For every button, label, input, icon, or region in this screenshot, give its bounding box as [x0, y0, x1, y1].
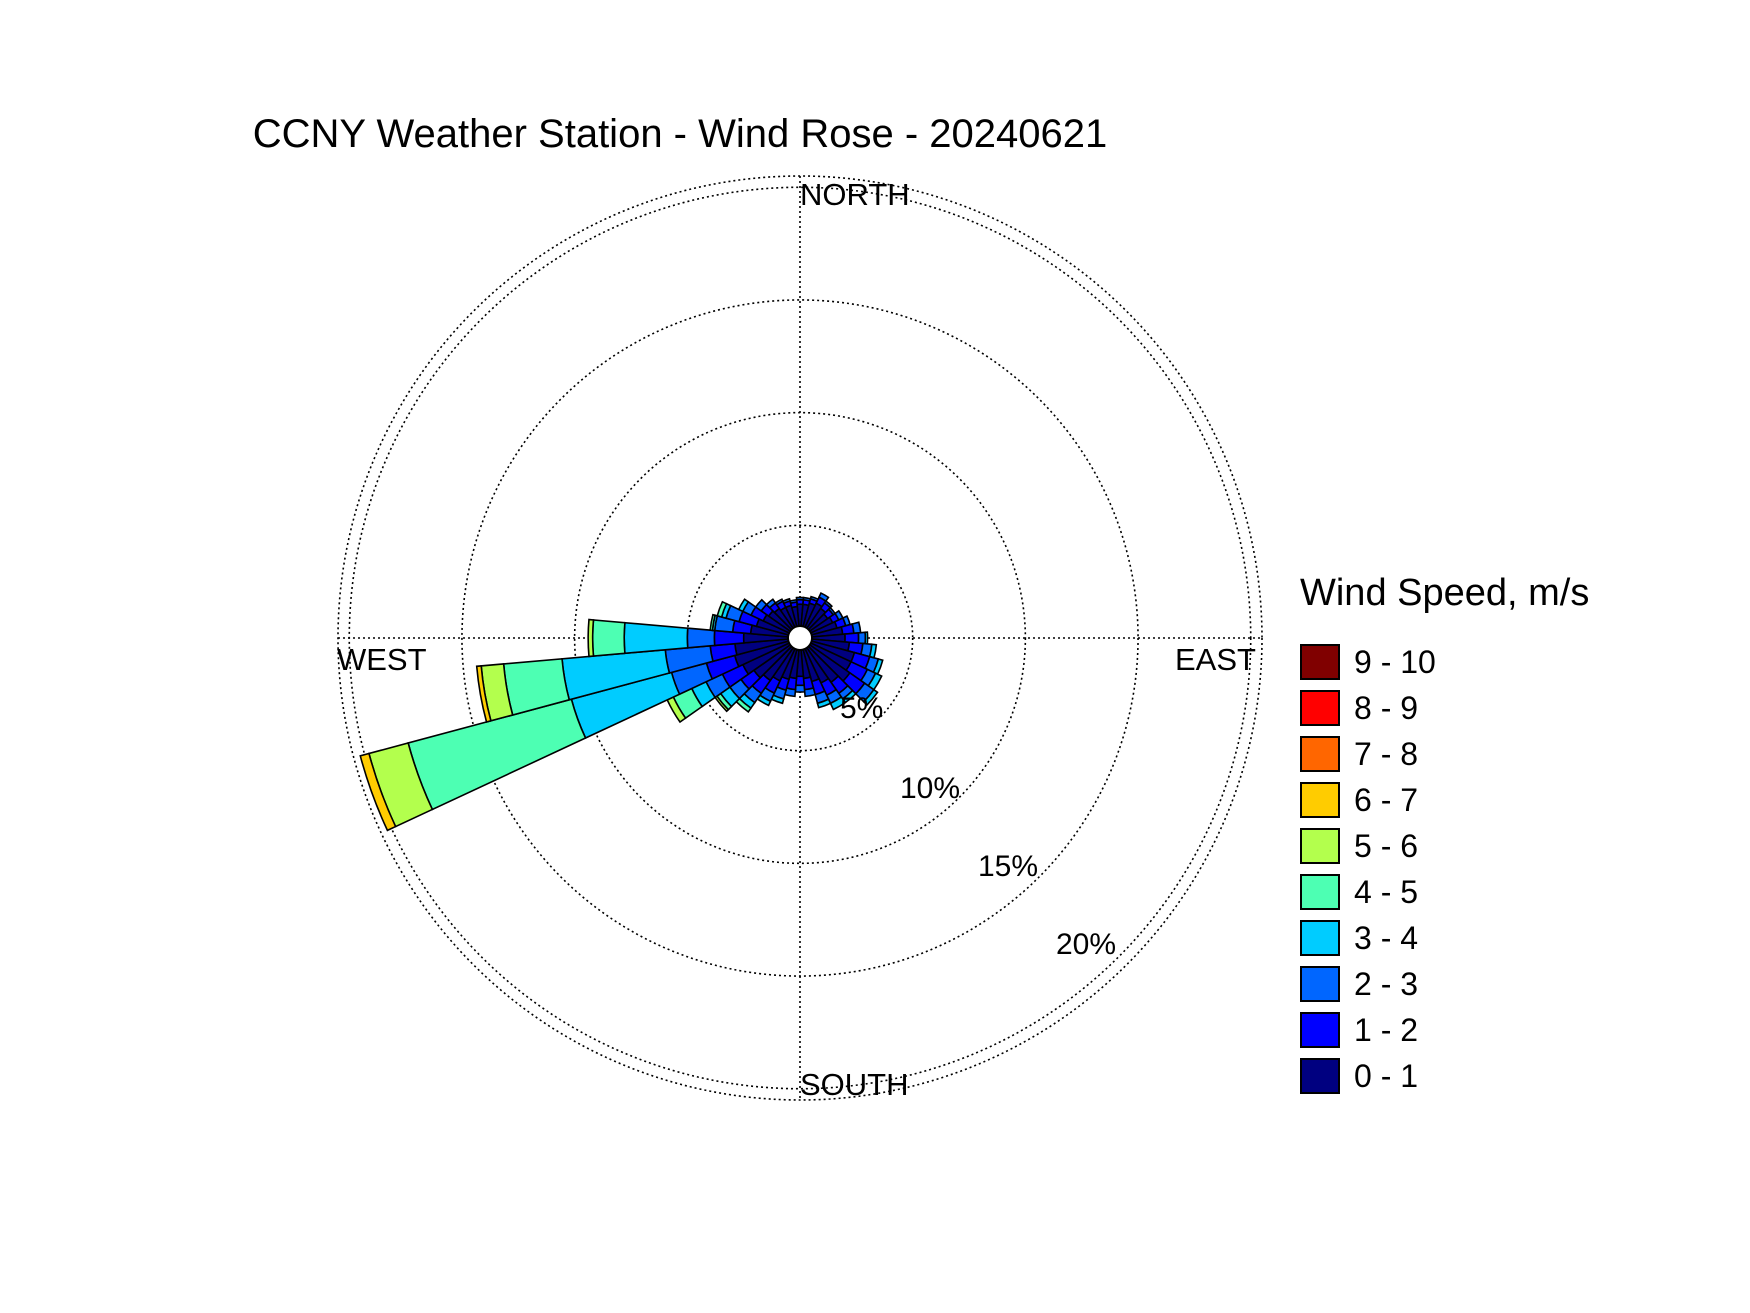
bar-dir-130-speed-3	[862, 688, 879, 707]
legend-item: 1 - 2	[1300, 1007, 1589, 1053]
bar-dir-90-speed-2	[857, 631, 867, 645]
bar-dir-320-speed-2	[765, 598, 777, 609]
legend-swatch	[1300, 644, 1340, 680]
legend-item: 6 - 7	[1300, 777, 1589, 823]
legend-title: Wind Speed, m/s	[1300, 572, 1590, 614]
legend-swatch	[1300, 690, 1340, 726]
ring-label-15: 15%	[978, 850, 1038, 883]
bar-dir-170-speed-2	[803, 687, 817, 698]
legend-item: 4 - 5	[1300, 869, 1589, 915]
legend-label: 2 - 3	[1354, 965, 1419, 1002]
legend-label: 1 - 2	[1354, 1011, 1419, 1048]
bar-dir-270-speed-4	[591, 619, 626, 657]
legend-item: 0 - 1	[1300, 1053, 1589, 1099]
legend-label: 8 - 9	[1354, 689, 1419, 726]
legend-swatch	[1300, 828, 1340, 864]
legend-item: 8 - 9	[1300, 685, 1589, 731]
legend-swatch	[1300, 966, 1340, 1002]
ring-label-20: 20%	[1056, 928, 1116, 961]
bar-dir-260-speed-6	[475, 665, 492, 723]
bar-dir-40-speed-2	[823, 599, 834, 609]
bar-dir-0-speed-2	[795, 596, 805, 601]
legend-swatch	[1300, 1012, 1340, 1048]
legend-item: 7 - 8	[1300, 731, 1589, 777]
direction-label-north: NORTH	[800, 177, 910, 212]
grid-ring-5	[686, 524, 914, 752]
direction-label-east: EAST	[1175, 642, 1256, 677]
bar-dir-250-speed-6	[359, 752, 397, 832]
wind-rose-plot: NORTH SOUTH EAST WEST 5% 10% 15% 20%	[337, 175, 1263, 1102]
direction-label-west: WEST	[337, 642, 427, 677]
chart-title: CCNY Weather Station - Wind Rose - 20240…	[252, 112, 1108, 156]
legend-swatch	[1300, 1058, 1340, 1094]
legend-swatch	[1300, 736, 1340, 772]
bar-dir-150-speed-3	[829, 695, 847, 711]
bar-dir-340-speed-2	[781, 597, 792, 605]
bar-dir-30-speed-2	[817, 592, 830, 603]
legend-label: 9 - 10	[1354, 643, 1436, 680]
legend-item: 9 - 10	[1300, 639, 1589, 685]
bar-dir-290-speed-4	[716, 600, 728, 618]
bar-dir-160-speed-3	[816, 698, 832, 709]
polar-labels: NORTH SOUTH EAST WEST 5% 10% 15% 20%	[337, 177, 1256, 1102]
legend-item: 3 - 4	[1300, 915, 1589, 961]
bar-dir-80-speed-2	[851, 621, 862, 635]
bar-dir-270-speed-3	[623, 621, 689, 655]
ring-label-5: 5%	[840, 692, 883, 725]
legend-label: 6 - 7	[1354, 781, 1419, 818]
legend-swatch	[1300, 782, 1340, 818]
legend-swatch	[1300, 874, 1340, 910]
legend-items: 9 - 10 8 - 9 7 - 8 6 - 7 5 - 6 4 - 5 3 - 4 2 - …	[1300, 639, 1589, 1099]
legend-label: 4 - 5	[1354, 873, 1419, 910]
legend-swatch	[1300, 920, 1340, 956]
bar-dir-350-speed-2	[789, 598, 798, 605]
direction-label-south: SOUTH	[800, 1067, 909, 1102]
bar-dir-280-speed-4	[709, 613, 717, 632]
legend: Wind Speed, m/s 9 - 10 8 - 9 7 - 8 6 - 7 5 -…	[1300, 572, 1589, 1099]
legend-label: 0 - 1	[1354, 1057, 1419, 1094]
legend-item: 5 - 6	[1300, 823, 1589, 869]
bar-dir-270-speed-2	[686, 627, 716, 649]
ring-label-10: 10%	[900, 772, 960, 805]
wind-rose-bars	[359, 592, 884, 832]
bar-dir-330-speed-2	[774, 598, 784, 606]
bar-dir-310-speed-2	[754, 598, 768, 612]
calm-center	[787, 625, 813, 651]
bar-dir-300-speed-3	[737, 598, 750, 613]
bar-dir-270-speed-5	[587, 618, 595, 658]
legend-item: 2 - 3	[1300, 961, 1589, 1007]
bar-dir-180-speed-2	[794, 684, 806, 693]
bar-dir-90-speed-3	[864, 631, 869, 645]
legend-label: 3 - 4	[1354, 919, 1419, 956]
legend-label: 7 - 8	[1354, 735, 1419, 772]
legend-label: 5 - 6	[1354, 827, 1419, 864]
